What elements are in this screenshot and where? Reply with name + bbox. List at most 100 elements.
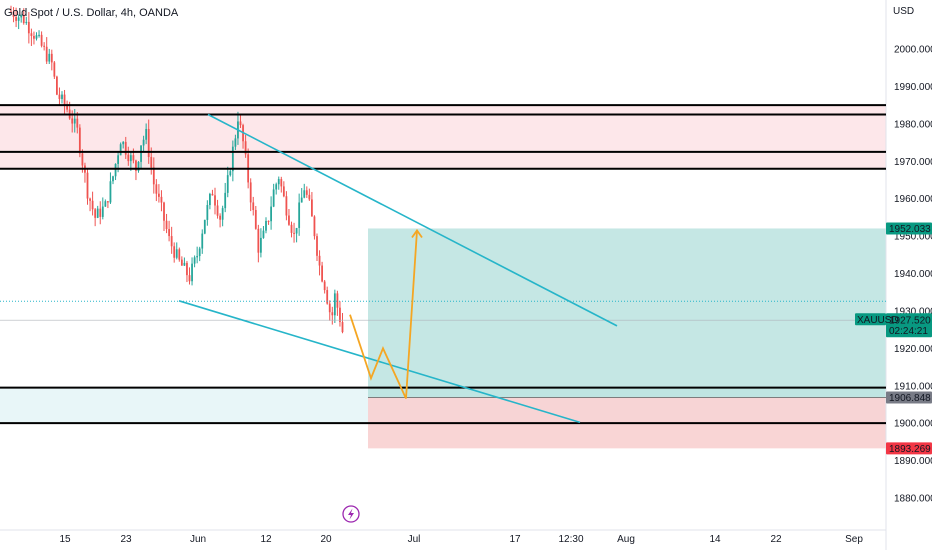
candle-body: [135, 160, 137, 171]
candle-body: [341, 322, 344, 333]
candle-body: [142, 139, 145, 146]
candle-body: [43, 45, 46, 47]
candle-body: [165, 220, 168, 230]
candle-body: [58, 94, 61, 99]
symbol-tag-bg: [855, 313, 886, 326]
zones-layer: [0, 105, 886, 449]
y-tick-label: 1920.000: [894, 344, 932, 355]
projection-path: [349, 230, 418, 399]
candle-body: [203, 219, 206, 234]
candle-body: [318, 255, 321, 266]
target-price-label-bg: [886, 222, 932, 235]
candle-body: [163, 202, 165, 221]
chart-title: Gold Spot / U.S. Dollar, 4h, OANDA: [4, 7, 179, 19]
x-tick-label: Jun: [190, 534, 206, 545]
candles-layer: [10, 5, 344, 334]
candle-body: [53, 62, 56, 77]
candle-body: [61, 94, 63, 99]
x-tick-label: 17: [509, 534, 521, 545]
candle-body: [78, 127, 81, 154]
candle-body: [298, 202, 301, 228]
last-price-label: 1927.520: [889, 316, 931, 327]
candle-body: [288, 215, 290, 225]
candle-body: [275, 184, 278, 190]
x-tick-label: 15: [59, 534, 71, 545]
candle-body: [234, 138, 237, 147]
candle-body: [71, 118, 74, 124]
target-price-label: 1952.033: [889, 224, 931, 235]
candle-body: [239, 121, 242, 126]
candle-body: [221, 208, 224, 220]
candle-body: [328, 303, 331, 313]
y-tick-label: 1890.000: [894, 456, 932, 467]
candle-body: [313, 216, 316, 237]
candle-body: [112, 176, 114, 182]
candle-body: [158, 193, 160, 197]
candle-body: [311, 199, 313, 217]
candle-body: [323, 281, 326, 291]
candle-body: [66, 105, 68, 110]
candle-body: [201, 233, 204, 249]
y-tick-label: 1910.000: [894, 381, 932, 392]
candle-body: [331, 312, 334, 316]
x-tick-label: 22: [770, 534, 782, 545]
target-zone: [368, 228, 886, 398]
candle-body: [117, 155, 119, 164]
x-tick-label: Jul: [408, 534, 421, 545]
candle-body: [38, 34, 40, 36]
candle-body: [89, 198, 91, 201]
candle-body: [252, 202, 255, 210]
channel-upper-line: [207, 113, 618, 327]
candle-body: [124, 141, 127, 155]
candle-body: [224, 192, 227, 209]
channel-lower-line: [178, 300, 581, 424]
candle-body: [170, 236, 173, 247]
candle-body: [211, 193, 214, 196]
y-tick-label: 1950.000: [894, 232, 932, 243]
stop-price-label: 1893.269: [889, 444, 931, 455]
projection-arrowhead: [411, 228, 423, 238]
candle-body: [277, 179, 280, 185]
y-tick-label: 1880.000: [894, 494, 932, 505]
candle-body: [333, 293, 336, 316]
candle-body: [285, 196, 288, 216]
drawings-layer[interactable]: [0, 104, 886, 425]
candle-body: [272, 189, 275, 207]
candle-body: [321, 265, 323, 282]
countdown-label: 02:24:21: [889, 326, 928, 337]
candle-body: [336, 293, 339, 308]
grid-layer: [0, 0, 887, 550]
candle-body: [15, 16, 17, 21]
candle-body: [216, 205, 219, 216]
candle-body: [209, 193, 211, 206]
candle-body: [22, 15, 25, 24]
y-tick-label: 1990.000: [894, 82, 932, 93]
candle-body: [214, 195, 216, 206]
candle-body: [27, 21, 30, 34]
x-tick-label: 20: [320, 534, 332, 545]
price-axis[interactable]: 2000.000 1990.000 1980.000 1970.000 1960.000…: [894, 45, 932, 505]
time-axis[interactable]: 15 23 Jun 12 20 Jul 17 12:30 Aug 14 22 Sep: [59, 534, 863, 545]
candle-body: [173, 246, 176, 258]
candle-body: [10, 11, 12, 13]
candle-body: [12, 11, 15, 17]
candle-body: [35, 35, 38, 39]
candle-body: [186, 262, 188, 276]
candle-body: [188, 275, 191, 282]
price-labels: 1952.033 1906.848 1893.269 1927.52002:24:21…: [855, 222, 932, 455]
y-tick-label: 1970.000: [894, 157, 932, 168]
candle-body: [155, 184, 158, 194]
candle-body: [282, 186, 285, 197]
candle-body: [137, 161, 140, 171]
lightning-icon[interactable]: [342, 505, 360, 523]
candle-body: [262, 230, 265, 238]
candle-body: [140, 145, 142, 162]
candle-body: [206, 205, 209, 220]
candle-body: [45, 46, 48, 62]
candle-body: [50, 53, 53, 63]
candle-body: [17, 17, 20, 21]
candle-body: [316, 236, 318, 256]
candle-body: [109, 181, 112, 203]
